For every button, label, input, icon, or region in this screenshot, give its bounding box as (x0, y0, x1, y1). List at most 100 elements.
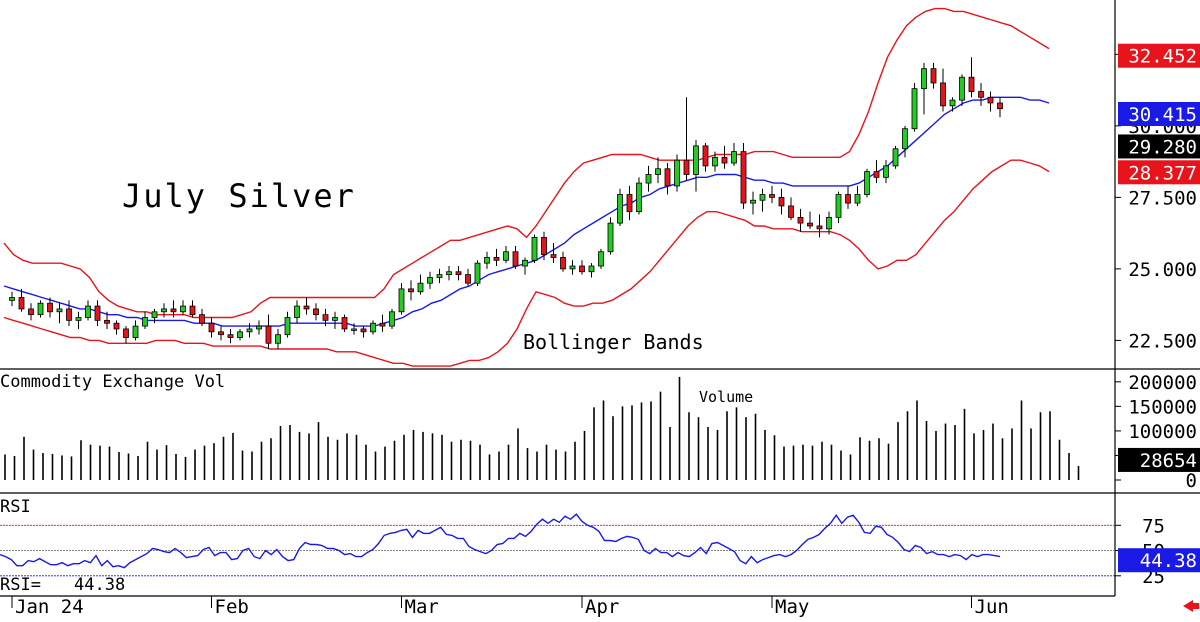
candle-up (655, 168, 661, 175)
volume-bars (4, 376, 1080, 480)
candle-down (360, 328, 367, 333)
candle-up (284, 317, 291, 336)
candle-down (123, 328, 129, 338)
candle-down (978, 91, 984, 98)
candle-down (807, 222, 813, 227)
rsi-readout-label: RSI= (0, 575, 41, 595)
candle-up (522, 259, 528, 267)
candle-up (598, 251, 604, 267)
candle-down (550, 254, 557, 258)
candle-down (873, 171, 880, 178)
candle-down (227, 334, 234, 338)
price-value-tags: 32.452 30.415 29.280 28.377 (1118, 43, 1200, 185)
candle-down (788, 205, 794, 218)
bollinger-upper-band (3, 7, 1050, 319)
candle-up (180, 305, 186, 313)
candlesticks (9, 57, 1003, 349)
candle-down (408, 288, 414, 293)
candle-down (626, 194, 633, 213)
candle-up (484, 257, 490, 264)
candle-up (246, 328, 253, 333)
candle-up (151, 311, 158, 318)
candle-down (816, 225, 823, 230)
volume-last-tag-box (1118, 447, 1200, 472)
candle-down (560, 257, 566, 270)
candle-up (693, 145, 699, 175)
candle-down (465, 274, 471, 284)
lower-band-tag-text: 28.377 (1128, 162, 1197, 184)
candle-up (275, 334, 281, 344)
candle-down (199, 314, 205, 324)
candle-down (208, 322, 215, 333)
chart-title: July Silver (122, 177, 356, 215)
candle-up (446, 271, 452, 276)
rsi-line (0, 513, 1001, 569)
candle-up (531, 237, 538, 261)
last-price-tag-box (1118, 134, 1200, 159)
volume-label: Volume (699, 388, 753, 406)
candle-down (740, 151, 747, 204)
candle-down (541, 237, 547, 255)
candle-up (588, 265, 595, 273)
candle-down (940, 82, 946, 107)
x-tick-label: Apr (585, 596, 619, 618)
candle-up (37, 302, 44, 316)
candle-up (883, 165, 889, 178)
x-tick-label: May (775, 596, 809, 618)
candle-down (322, 314, 329, 321)
candle-down (997, 102, 1003, 110)
candle-up (398, 288, 405, 313)
candle-up (332, 317, 338, 321)
candle-up (142, 317, 148, 327)
candle-down (512, 251, 519, 267)
volume-last-tag-text: 28654 (1140, 450, 1197, 472)
rsi-value-tag: 44.38 (1118, 548, 1200, 573)
candle-up (731, 151, 737, 164)
candle-up (56, 308, 63, 313)
volume-tick-label: 100000 (1128, 421, 1197, 443)
candle-up (959, 76, 965, 101)
x-tick-label: Jan 24 (15, 596, 84, 618)
candle-down (313, 308, 319, 316)
candle-down (987, 96, 994, 104)
candle-up (351, 328, 357, 331)
rsi-reference-lines (0, 524, 1115, 577)
candle-up (902, 128, 908, 150)
candle-up (417, 282, 424, 293)
lower-band-tag-box (1118, 160, 1200, 185)
candle-up (389, 311, 395, 327)
candle-up (294, 305, 300, 318)
candle-up (636, 182, 642, 213)
candle-up (854, 194, 861, 204)
candle-up (436, 274, 443, 278)
candle-up (607, 222, 614, 253)
x-tick-label: Feb (215, 596, 249, 618)
candle-down (170, 308, 177, 313)
bollinger-lower-band (3, 159, 1050, 367)
candle-down (18, 297, 25, 310)
scroll-left-arrow-icon[interactable] (1183, 600, 1199, 612)
candle-down (113, 322, 120, 330)
candle-up (503, 251, 509, 261)
candle-up (835, 194, 842, 218)
upper-band-tag-text: 32.452 (1128, 46, 1197, 68)
candle-down (664, 168, 671, 187)
candle-down (218, 331, 224, 336)
candle-down (778, 196, 785, 207)
candle-up (370, 322, 376, 333)
candle-up (617, 194, 623, 224)
middle-band-tag-box (1118, 101, 1200, 126)
candle-down (721, 156, 728, 164)
candle-up (85, 305, 91, 318)
candle-up (712, 156, 718, 167)
candle-up (161, 308, 167, 313)
candle-down (66, 308, 72, 321)
candle-up (256, 325, 262, 330)
candle-up (892, 148, 899, 167)
candle-down (47, 302, 53, 313)
x-axis-labels: Jan 24 Feb Mar Apr May Jun (11, 596, 1009, 618)
candle-up (949, 99, 956, 107)
